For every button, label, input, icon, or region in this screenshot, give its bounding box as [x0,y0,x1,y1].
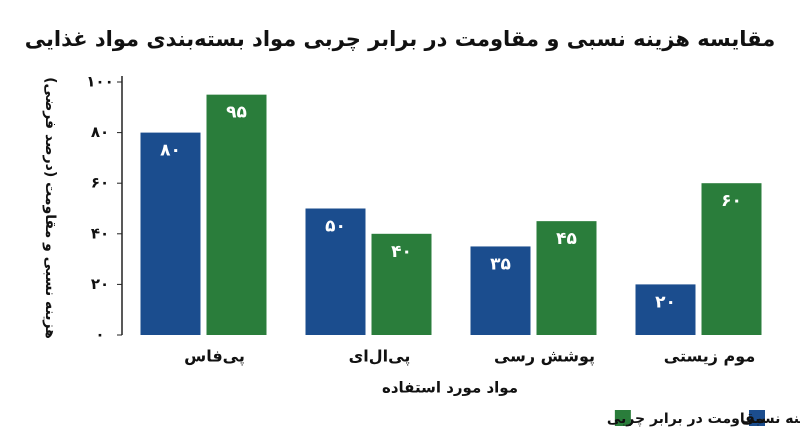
y-tick-label: ۶۰ [91,174,109,192]
value-label: ۸۰ [160,141,181,161]
chart-title: مقایسه هزینه نسبی و مقاومت در برابر چربی… [25,27,775,51]
bar [635,284,696,335]
bar [371,233,432,335]
x-tick-label: پی‌فاس [184,347,245,367]
x-tick-label: پوشش رسی [494,347,595,367]
value-label: ۵۰ [325,217,346,237]
value-label: ۶۰ [721,191,742,211]
y-tick-label: ۱۰۰ [86,73,113,91]
value-label: ۴۵ [556,229,577,249]
legend-swatch [614,410,631,426]
value-label: ۴۰ [391,242,412,262]
legend-swatch [749,410,765,426]
bar [701,183,762,335]
bar [206,94,267,336]
value-label: ۹۵ [226,103,247,123]
bar [305,208,366,335]
x-tick-label: پی‌ال‌ای [349,347,411,367]
bar [536,221,597,335]
y-tick-label: ۲۰ [91,275,109,293]
x-axis-label: مواد مورد استفاده [382,379,518,397]
y-axis-label: هزینه نسبی و مقاومت (درصد فرضی) [42,77,58,339]
legend-label: هزینه نسبی [741,411,800,427]
bar [470,246,531,335]
y-tick-label: ۸۰ [91,123,109,141]
x-tick-label: موم زیستی [664,347,755,366]
legend-label: مقاومت در برابر چربی [607,411,764,427]
bar [140,132,201,335]
y-tick-label: ۴۰ [91,224,109,242]
value-label: ۲۰ [655,292,676,312]
value-label: ۳۵ [490,254,511,274]
y-tick-label: ۰ [95,326,104,344]
